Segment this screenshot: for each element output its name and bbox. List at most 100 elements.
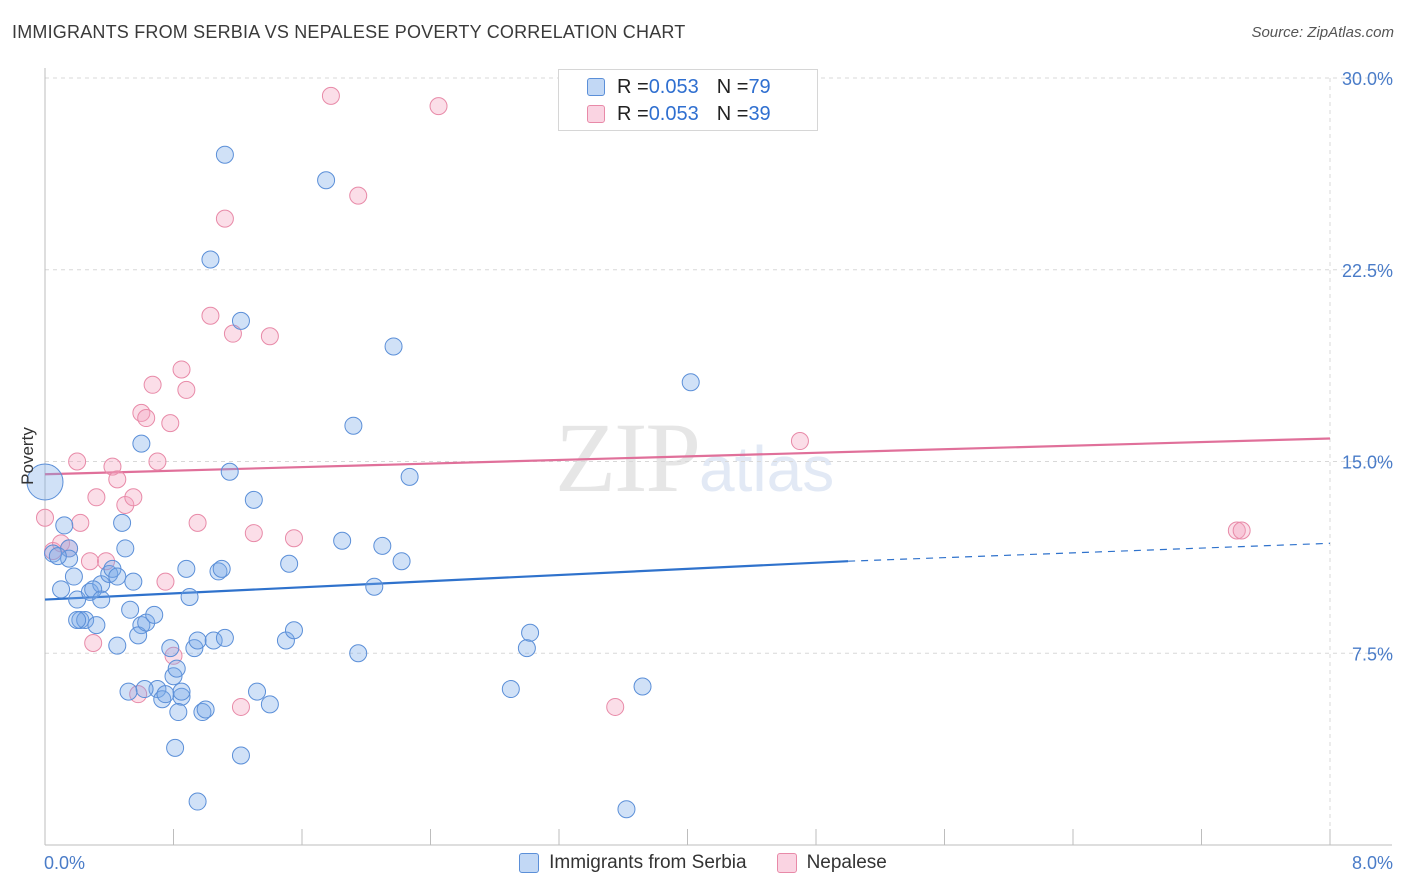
nepalese-point xyxy=(68,452,87,471)
serbia-point xyxy=(188,792,207,811)
nepalese-point xyxy=(606,697,625,716)
serbia-point xyxy=(26,463,64,501)
serbia-point xyxy=(344,416,363,435)
bottom-legend-label-serbia: Immigrants from Serbia xyxy=(549,852,747,873)
serbia-point xyxy=(215,628,234,647)
nepalese-point xyxy=(1232,521,1251,540)
serbia-point xyxy=(681,373,700,392)
serbia-point xyxy=(172,682,191,701)
serbia-point xyxy=(119,682,138,701)
legend-row-serbia: R = 0.053 N = 79 xyxy=(587,74,771,100)
serbia-point xyxy=(392,552,411,571)
legend-r-value: 0.053 xyxy=(648,102,699,125)
nepalese-point xyxy=(244,524,263,543)
serbia-point xyxy=(177,559,196,578)
nepalese-point xyxy=(71,513,90,532)
serbia-point xyxy=(44,544,63,563)
serbia-point xyxy=(87,616,106,635)
serbia-point xyxy=(317,171,336,190)
serbia-point xyxy=(180,588,199,607)
y-tick-label: 7.5% xyxy=(1352,644,1393,664)
nepalese-point xyxy=(172,360,191,379)
serbia-point xyxy=(633,677,652,696)
legend-r-label: R = xyxy=(617,75,649,98)
serbia-point xyxy=(220,462,239,481)
serbia-point xyxy=(156,685,175,704)
serbia-point xyxy=(201,250,220,269)
serbia-point xyxy=(60,549,79,568)
serbia-point xyxy=(231,746,250,765)
serbia-point xyxy=(135,680,154,699)
nepalese-point xyxy=(321,86,340,105)
serbia-point xyxy=(132,434,151,453)
serbia-point xyxy=(108,636,127,655)
serbia-point xyxy=(501,680,520,699)
nepalese-point xyxy=(137,409,156,428)
serbia-point xyxy=(92,590,111,609)
tick-labels: 7.5% 15.0% 22.5% 30.0% 0.0% 8.0% xyxy=(44,69,1393,873)
serbia-point xyxy=(169,703,188,722)
nepalese-point xyxy=(177,380,196,399)
serbia-point xyxy=(280,554,299,573)
serbia-point xyxy=(373,536,392,555)
serbia-point xyxy=(193,703,212,722)
nepalese-point xyxy=(143,375,162,394)
serbia-point xyxy=(64,567,83,586)
serbia-point xyxy=(349,644,368,663)
trend-lines xyxy=(44,437,1331,601)
serbia-point xyxy=(48,547,67,566)
nepalese-point xyxy=(260,327,279,346)
data-points xyxy=(26,86,1251,819)
serbia-point xyxy=(108,567,127,586)
source-credit: Source: ZipAtlas.com xyxy=(1251,24,1394,41)
serbia-point xyxy=(248,682,267,701)
bottom-legend-label-nepalese: Nepalese xyxy=(806,852,887,873)
nepalese-point xyxy=(231,697,250,716)
nepalese-point xyxy=(349,186,368,205)
serbia-point xyxy=(145,605,164,624)
bottom-legend-swatch-serbia xyxy=(519,853,540,873)
serbia-point xyxy=(167,659,186,678)
legend-n-value: 39 xyxy=(748,102,771,125)
serbia-point xyxy=(196,700,215,719)
nepalese-point xyxy=(429,97,448,116)
serbia-point xyxy=(129,626,148,645)
legend-n-label: N = xyxy=(716,75,749,98)
legend-n-value: 79 xyxy=(748,75,771,98)
y-axis-title: Poverty xyxy=(18,427,37,485)
x-tick-label: 0.0% xyxy=(44,853,85,873)
serbia-point xyxy=(365,577,384,596)
nepalese-point xyxy=(1227,521,1246,540)
nepalese-point xyxy=(108,470,127,489)
nepalese-point xyxy=(36,508,54,527)
serbia-point xyxy=(384,337,403,356)
nepalese-point xyxy=(148,452,167,471)
bottom-legend-nepalese: Nepalese xyxy=(776,852,887,874)
nepalese-point xyxy=(201,306,220,325)
serbia-point xyxy=(172,687,191,706)
trend-line-nepalese xyxy=(44,437,1331,476)
serbia-point xyxy=(204,631,223,650)
serbia-point xyxy=(161,639,180,658)
serbia-point xyxy=(188,631,207,650)
grid-lines xyxy=(45,77,1392,845)
trend-line-serbia-dashed xyxy=(848,542,1331,562)
serbia-point xyxy=(333,531,352,550)
serbia-point xyxy=(284,621,303,640)
serbia-point xyxy=(166,738,185,757)
serbia-point xyxy=(209,562,228,581)
chart-title: IMMIGRANTS FROM SERBIA VS NEPALESE POVER… xyxy=(12,22,686,42)
serbia-point xyxy=(116,539,135,558)
nepalese-point xyxy=(80,552,99,571)
serbia-point xyxy=(113,513,132,532)
serbia-point xyxy=(212,559,231,578)
nepalese-point xyxy=(215,209,234,228)
legend-r-label: R = xyxy=(617,102,649,125)
nepalese-point xyxy=(223,324,242,343)
serbia-point xyxy=(124,572,143,591)
serbia-point xyxy=(153,690,172,709)
bottom-legend-serbia: Immigrants from Serbia xyxy=(519,852,747,874)
serbia-point xyxy=(521,623,540,642)
x-tick-label: 8.0% xyxy=(1352,853,1393,873)
axes xyxy=(44,68,1392,846)
